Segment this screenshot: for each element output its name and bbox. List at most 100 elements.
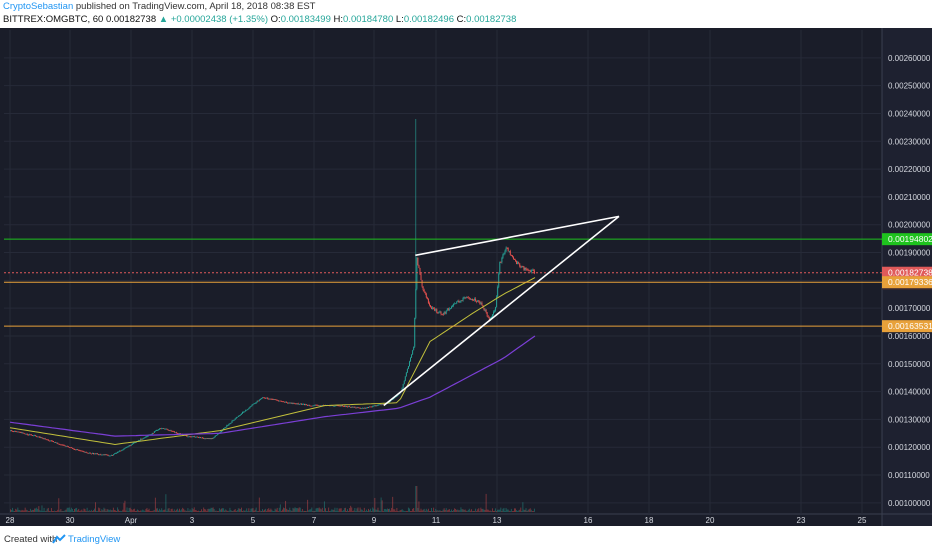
volume-bar bbox=[522, 502, 524, 512]
volume-bar bbox=[105, 511, 107, 512]
candle-body bbox=[58, 443, 60, 445]
candle-body bbox=[287, 402, 289, 404]
candle-body bbox=[236, 416, 238, 418]
candle-body bbox=[264, 397, 266, 399]
volume-bar bbox=[289, 507, 291, 512]
volume-bar bbox=[48, 511, 50, 512]
author-link[interactable]: CryptoSebastian bbox=[3, 1, 74, 12]
chart-header: CryptoSebastian published on TradingView… bbox=[0, 0, 932, 28]
volume-bar bbox=[272, 511, 274, 512]
candle-body bbox=[123, 448, 125, 450]
candle-body bbox=[126, 446, 128, 448]
high-value: 0.00184780 bbox=[343, 14, 394, 25]
candle-body bbox=[139, 440, 141, 442]
chart-area[interactable]: 0.00100000 0.00110000 0.00120000 0.00130000… bbox=[0, 28, 932, 526]
support-upper-badge bbox=[882, 276, 932, 289]
candle-body bbox=[533, 270, 535, 274]
tradingview-link[interactable]: TradingView bbox=[68, 534, 121, 545]
candle-body bbox=[495, 307, 497, 311]
volume-bar bbox=[131, 510, 133, 512]
volume-bar bbox=[481, 508, 483, 512]
volume-bar bbox=[95, 502, 96, 512]
volume-bar bbox=[35, 508, 37, 512]
volume-bar bbox=[223, 508, 225, 512]
volume-bar bbox=[147, 510, 149, 512]
candle-body bbox=[256, 400, 258, 403]
candle-body bbox=[202, 437, 204, 439]
volume-bar bbox=[299, 507, 301, 512]
candle-body bbox=[307, 405, 309, 406]
candle-body bbox=[442, 314, 444, 316]
candle-body bbox=[120, 450, 122, 452]
candle-body bbox=[13, 431, 15, 432]
candle-body bbox=[206, 438, 208, 439]
volume-bar bbox=[80, 510, 82, 512]
volume-bar bbox=[98, 507, 100, 512]
volume-bar bbox=[108, 510, 110, 512]
symbol-label[interactable]: BITTREX:OMGBTC, 60 bbox=[3, 14, 104, 25]
volume-bar bbox=[150, 511, 152, 512]
candle-body bbox=[129, 445, 131, 447]
volume-bar bbox=[268, 508, 270, 512]
volume-bar bbox=[110, 510, 112, 512]
candle-body bbox=[132, 442, 134, 444]
volume-bar bbox=[31, 510, 32, 512]
candle-body bbox=[288, 402, 290, 404]
candle-body bbox=[18, 431, 20, 433]
candle-body bbox=[351, 406, 353, 408]
y-tick-label: 0.00130000 bbox=[888, 415, 931, 424]
candle-body bbox=[207, 438, 209, 439]
candle-body bbox=[119, 450, 121, 452]
volume-bar bbox=[509, 511, 511, 512]
y-tick-label: 0.00150000 bbox=[888, 360, 931, 369]
candle-body bbox=[61, 444, 63, 446]
candle-body bbox=[313, 405, 315, 407]
candle-body bbox=[205, 438, 207, 440]
x-tick-label: 16 bbox=[584, 516, 593, 525]
volume-bar bbox=[325, 508, 326, 512]
volume-bar bbox=[37, 509, 39, 512]
candle-body bbox=[227, 425, 229, 427]
volume-bar bbox=[71, 509, 73, 512]
candle-body bbox=[453, 304, 455, 306]
volume-bar bbox=[376, 509, 378, 512]
volume-bar bbox=[453, 510, 455, 512]
volume-bar bbox=[76, 507, 78, 512]
volume-bar bbox=[439, 510, 441, 512]
volume-bar bbox=[506, 509, 508, 512]
candle-body bbox=[301, 403, 303, 405]
candle-body bbox=[14, 431, 16, 433]
volume-bar bbox=[171, 508, 173, 512]
volume-bar bbox=[455, 508, 457, 512]
volume-bar bbox=[44, 511, 46, 512]
candle-body bbox=[145, 436, 147, 438]
volume-bar bbox=[230, 510, 232, 512]
volume-bar bbox=[141, 510, 143, 512]
volume-bar bbox=[416, 486, 418, 512]
candle-body bbox=[211, 438, 213, 440]
candle-body bbox=[103, 454, 105, 456]
volume-bar bbox=[465, 510, 467, 512]
volume-bar bbox=[308, 510, 310, 512]
volume-bar bbox=[368, 508, 369, 512]
candle-body bbox=[257, 400, 259, 402]
candle-body bbox=[254, 403, 256, 405]
volume-bar bbox=[19, 510, 21, 512]
volume-bar bbox=[312, 511, 314, 512]
volume-bar bbox=[330, 510, 332, 512]
candle-body bbox=[344, 406, 346, 408]
volume-bar bbox=[201, 509, 203, 512]
volume-bar bbox=[525, 508, 527, 512]
candle-body bbox=[193, 436, 195, 438]
candle-body bbox=[40, 437, 42, 439]
volume-bar bbox=[496, 511, 498, 512]
volume-bar bbox=[124, 500, 126, 512]
candle-body bbox=[409, 361, 410, 367]
volume-bar bbox=[292, 507, 294, 512]
price-chart[interactable]: 0.00100000 0.00110000 0.00120000 0.00130000… bbox=[0, 28, 932, 526]
candle-body bbox=[499, 262, 501, 274]
candle-body bbox=[504, 250, 506, 254]
volume-bar bbox=[335, 510, 337, 512]
volume-bar bbox=[111, 510, 113, 512]
volume-bar bbox=[458, 510, 460, 512]
